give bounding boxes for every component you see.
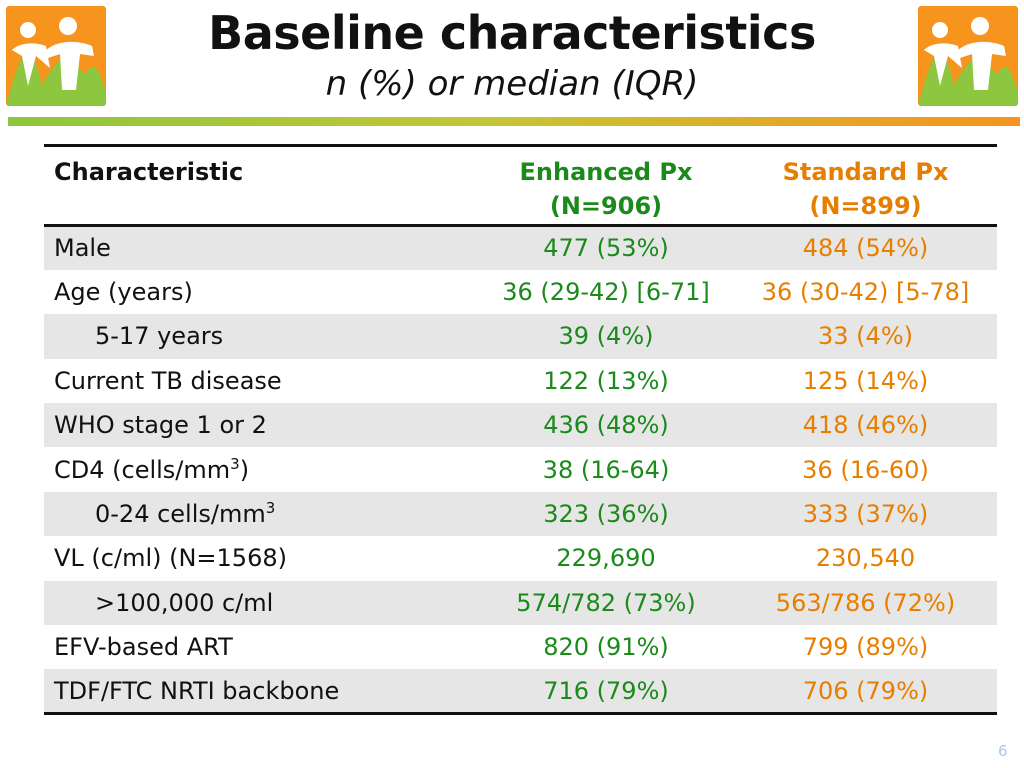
row-label-cell: 0-24 cells/mm3 <box>44 492 478 536</box>
row-label: VL (c/ml) (N=1568) <box>54 544 287 573</box>
header-divider-bar <box>8 117 1020 126</box>
logo-left <box>6 6 106 106</box>
row-label-superscript: 3 <box>230 454 240 473</box>
column-header-enhanced-name: Enhanced Px <box>519 158 693 186</box>
enhanced-value: 122 (13%) <box>543 366 669 395</box>
title-block: Baseline characteristics n (%) or median… <box>112 4 912 106</box>
row-label-suffix: ) <box>239 455 250 484</box>
enhanced-value: 36 (29-42) [6-71] <box>502 278 710 307</box>
enhanced-value: 323 (36%) <box>543 500 669 529</box>
column-header-enhanced: Enhanced Px (N=906) <box>478 144 734 227</box>
table-row: 5-17 years 39 (4%) 33 (4%) <box>44 314 997 359</box>
table-row: CD4 (cells/mm3) 38 (16-64) 36 (16-60) <box>44 447 997 491</box>
family-logo-icon <box>6 6 106 106</box>
table-row: 0-24 cells/mm3 323 (36%) 333 (37%) <box>44 491 997 537</box>
baseline-table-container: Characteristic Enhanced Px (N=906) Stand… <box>44 144 997 716</box>
column-header-characteristic-text: Characteristic <box>54 158 244 186</box>
column-header-standard: Standard Px (N=899) <box>734 144 997 227</box>
table-row: WHO stage 1 or 2 436 (48%) 418 (46%) <box>44 403 997 448</box>
logo-right <box>918 6 1018 106</box>
row-label: Male <box>54 234 111 263</box>
enhanced-value: 477 (53%) <box>543 234 669 263</box>
row-label-superscript: 3 <box>265 499 276 518</box>
table-header-row: Characteristic Enhanced Px (N=906) Stand… <box>44 144 997 227</box>
row-label: 5-17 years <box>95 322 224 351</box>
enhanced-value: 39 (4%) <box>558 322 654 351</box>
page-number: 6 <box>998 742 1008 760</box>
enhanced-value: 820 (91%) <box>543 633 669 662</box>
row-label-cell: CD4 (cells/mm3) <box>44 447 478 491</box>
standard-value: 706 (79%) <box>734 669 997 716</box>
table-row: Male 477 (53%) 484 (54%) <box>44 225 997 270</box>
table-row: >100,000 c/ml 574/782 (73%) 563/786 (72%… <box>44 580 997 626</box>
enhanced-value: 716 (79%) <box>478 669 734 716</box>
page-title: Baseline characteristics <box>208 6 816 60</box>
enhanced-value: 574/782 (73%) <box>516 588 696 617</box>
column-header-characteristic: Characteristic <box>44 144 478 227</box>
enhanced-value: 38 (16-64) <box>542 455 670 484</box>
column-header-standard-name: Standard Px <box>782 158 949 186</box>
table-row: Current TB disease 122 (13%) 125 (14%) <box>44 359 997 403</box>
enhanced-value: 436 (48%) <box>543 411 669 440</box>
standard-value: 36 (16-60) <box>802 455 929 484</box>
table-row: TDF/FTC NRTI backbone 716 (79%) 706 (79%… <box>44 669 997 716</box>
standard-value: 36 (30-42) [5-78] <box>761 278 970 307</box>
standard-value: 563/786 (72%) <box>775 588 956 617</box>
enhanced-value: 229,690 <box>556 544 656 573</box>
row-label: EFV-based ART <box>54 633 233 662</box>
column-header-enhanced-n: (N=906) <box>549 192 663 220</box>
standard-value: 333 (37%) <box>802 500 929 529</box>
baseline-table: Characteristic Enhanced Px (N=906) Stand… <box>44 144 997 716</box>
row-label: TDF/FTC NRTI backbone <box>44 669 478 716</box>
standard-value: 484 (54%) <box>802 234 929 263</box>
row-label: CD4 (cells/mm <box>54 455 231 484</box>
row-label: 0-24 cells/mm <box>95 500 266 529</box>
row-label: WHO stage 1 or 2 <box>54 411 267 440</box>
standard-value: 418 (46%) <box>802 411 929 440</box>
table-row: EFV-based ART 820 (91%) 799 (89%) <box>44 625 997 669</box>
standard-value: 33 (4%) <box>818 322 913 351</box>
page-subtitle: n (%) or median (IQR) <box>325 64 699 104</box>
row-label: >100,000 c/ml <box>95 588 274 617</box>
standard-value: 799 (89%) <box>802 633 929 662</box>
family-logo-icon <box>918 6 1018 106</box>
table-row: Age (years) 36 (29-42) [6-71] 36 (30-42)… <box>44 270 997 314</box>
column-header-standard-n: (N=899) <box>809 192 922 220</box>
row-label: Age (years) <box>54 278 193 307</box>
standard-value: 125 (14%) <box>802 366 929 395</box>
table-row: VL (c/ml) (N=1568) 229,690 230,540 <box>44 536 997 580</box>
standard-value: 230,540 <box>815 544 916 573</box>
row-label: Current TB disease <box>54 366 282 395</box>
